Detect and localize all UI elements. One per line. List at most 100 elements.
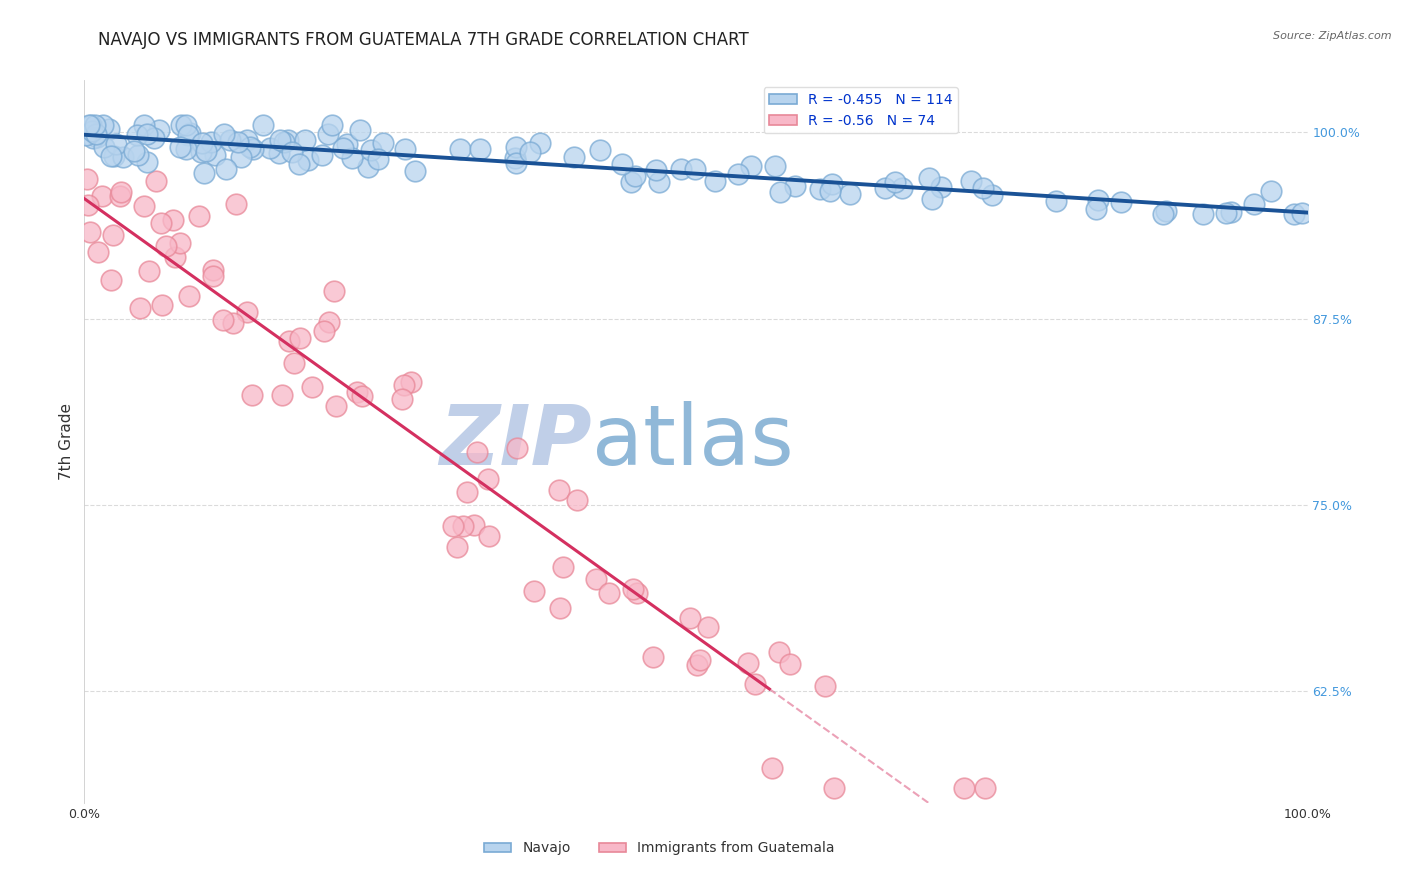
Point: [86, 130, 108, 145]
Point: [404, 163, 426, 178]
Point: [451, 519, 474, 533]
Point: [477, 472, 499, 486]
Point: [215, 161, 238, 176]
Point: [779, 657, 801, 672]
Point: [100, 149, 122, 163]
Point: [134, 118, 156, 132]
Point: [193, 166, 215, 180]
Point: [179, 126, 201, 140]
Point: [242, 142, 264, 156]
Point: [1087, 193, 1109, 207]
Point: [316, 127, 339, 141]
Point: [952, 780, 974, 795]
Point: [446, 540, 468, 554]
Point: [136, 154, 159, 169]
Point: [80, 119, 103, 133]
Point: [890, 181, 912, 195]
Point: [808, 182, 831, 196]
Text: Source: ZipAtlas.com: Source: ZipAtlas.com: [1274, 31, 1392, 41]
Point: [505, 156, 527, 170]
Point: [441, 519, 464, 533]
Point: [356, 161, 378, 175]
Point: [84, 128, 107, 142]
Point: [683, 161, 706, 176]
Point: [222, 316, 245, 330]
Point: [679, 611, 702, 625]
Point: [212, 127, 235, 141]
Point: [110, 189, 132, 203]
Point: [972, 180, 994, 194]
Point: [548, 601, 571, 615]
Point: [190, 145, 212, 159]
Point: [277, 133, 299, 147]
Point: [689, 653, 711, 667]
Point: [225, 197, 247, 211]
Point: [165, 250, 187, 264]
Point: [737, 657, 759, 671]
Point: [335, 137, 357, 152]
Point: [703, 174, 725, 188]
Point: [565, 493, 588, 508]
Point: [883, 175, 905, 189]
Point: [278, 334, 301, 349]
Point: [105, 136, 128, 151]
Point: [269, 133, 291, 147]
Point: [239, 140, 262, 154]
Point: [100, 273, 122, 287]
Point: [212, 312, 235, 326]
Point: [191, 136, 214, 150]
Point: [187, 209, 209, 223]
Point: [783, 179, 806, 194]
Point: [127, 148, 149, 162]
Point: [349, 123, 371, 137]
Point: [980, 187, 1002, 202]
Point: [974, 780, 997, 795]
Point: [838, 187, 860, 202]
Legend: Navajo, Immigrants from Guatemala: Navajo, Immigrants from Guatemala: [478, 836, 841, 861]
Point: [697, 619, 720, 633]
Point: [619, 176, 641, 190]
Point: [162, 213, 184, 227]
Point: [589, 143, 612, 157]
Point: [294, 133, 316, 147]
Point: [769, 186, 792, 200]
Point: [1192, 207, 1215, 221]
Point: [97, 122, 120, 136]
Point: [314, 324, 336, 338]
Point: [818, 184, 841, 198]
Point: [610, 157, 633, 171]
Point: [399, 375, 422, 389]
Point: [177, 128, 200, 142]
Point: [641, 649, 664, 664]
Point: [931, 179, 953, 194]
Point: [84, 118, 107, 132]
Point: [177, 288, 200, 302]
Point: [200, 135, 222, 149]
Point: [259, 141, 281, 155]
Point: [132, 199, 155, 213]
Point: [82, 131, 104, 145]
Point: [921, 192, 943, 206]
Point: [1215, 205, 1237, 219]
Point: [1085, 202, 1108, 216]
Point: [103, 228, 125, 243]
Point: [229, 150, 252, 164]
Point: [506, 442, 529, 456]
Point: [449, 142, 471, 156]
Point: [1260, 184, 1282, 198]
Point: [76, 198, 98, 212]
Point: [80, 124, 103, 138]
Point: [585, 572, 607, 586]
Point: [813, 679, 835, 693]
Point: [311, 148, 333, 162]
Point: [76, 172, 98, 186]
Point: [463, 518, 485, 533]
Point: [288, 157, 311, 171]
Point: [174, 119, 197, 133]
Point: [744, 677, 766, 691]
Point: [740, 160, 762, 174]
Point: [551, 559, 574, 574]
Point: [75, 128, 97, 142]
Point: [470, 142, 492, 156]
Point: [647, 175, 669, 189]
